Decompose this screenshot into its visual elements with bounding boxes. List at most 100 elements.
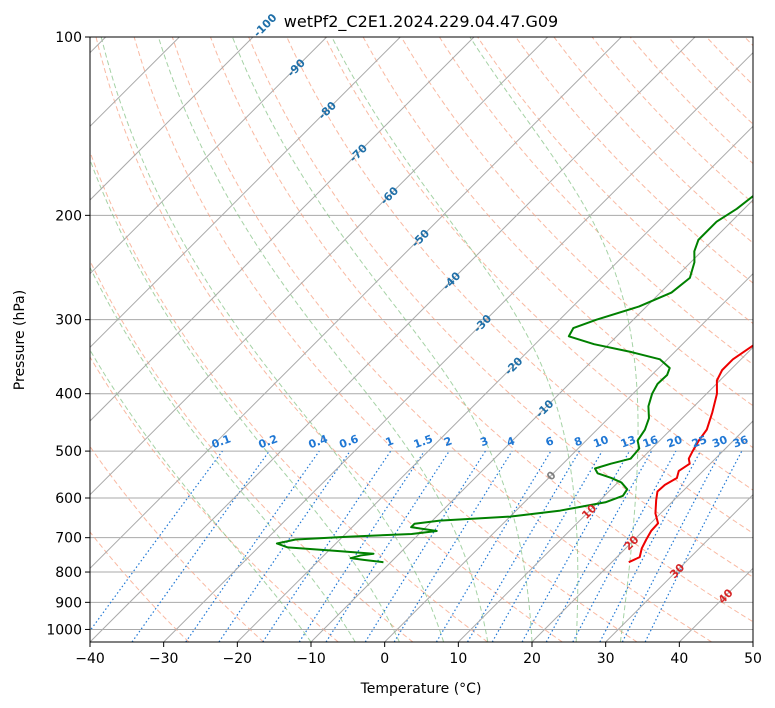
pressure-gridlines: [90, 37, 753, 630]
isotherm-line: [310, 199, 753, 642]
dry-adiabat-line: [90, 259, 414, 642]
mixing-ratio-label: 0.2: [257, 432, 280, 451]
dry-adiabat-line: [553, 37, 753, 244]
x-tick-label: −30: [149, 651, 179, 667]
isotherm-line: [457, 346, 753, 642]
mixing-ratio-line: [435, 450, 552, 642]
x-tick-label: −20: [223, 651, 253, 667]
mixing-ratio-label: 8: [572, 434, 584, 449]
mixing-ratio-line: [131, 450, 270, 642]
y-tick-label: 400: [55, 387, 82, 403]
isotherm-line: [163, 51, 753, 642]
x-tick-label: 40: [670, 651, 688, 667]
mixing-ratio-label: 13: [619, 433, 638, 450]
mixing-ratio-label: 2: [442, 434, 454, 449]
dry-adiabat-line: [90, 150, 488, 642]
mixing-ratio-label: 4: [505, 434, 517, 449]
isotherm-line: [605, 493, 753, 642]
mixing-ratio-label: 20: [665, 433, 684, 451]
mixing-ratio-line: [572, 450, 677, 642]
dry-adiabats: [90, 37, 753, 642]
mixing-ratio-line: [466, 450, 580, 642]
y-tick-label: 600: [55, 491, 82, 507]
mixing-ratio-label: 36: [731, 433, 750, 451]
isotherm-line: [384, 272, 753, 642]
isotherm-line: [236, 125, 753, 642]
dewpoint-profile-line: [275, 194, 753, 564]
y-axis-ticks: 100 200 300 400 500 600 700 800 900 1000: [46, 30, 90, 638]
isotherms: [90, 37, 753, 642]
chart-title: wetPf2_C2E1.2024.229.04.47.G09: [284, 12, 558, 32]
dry-adiabat-line: [90, 531, 190, 642]
mixing-ratio-line: [491, 450, 603, 642]
mixing-ratio-label: 6: [544, 434, 556, 449]
isotherm-line: [531, 420, 753, 642]
plot-area: [90, 37, 753, 642]
isotherm-line: [90, 37, 696, 642]
y-tick-label: 200: [55, 208, 82, 224]
x-tick-label: 20: [523, 651, 541, 667]
isotherm-line: [90, 37, 254, 201]
dry-adiabat-line: [400, 37, 753, 407]
mixing-ratio-label: 1: [384, 434, 396, 449]
y-tick-label: 700: [55, 531, 82, 547]
mixing-ratio-line: [393, 450, 513, 642]
mixing-ratio-label: 1.5: [412, 432, 435, 451]
mixing-ratio-label: 0.4: [307, 432, 330, 451]
isotherm-line: [90, 37, 401, 349]
mixing-ratio-line: [364, 450, 486, 642]
moist-adiabat-line: [469, 37, 639, 642]
mixing-ratio-line: [185, 450, 320, 642]
mixing-ratio-line: [218, 450, 351, 642]
temperature-profile-line: [628, 344, 753, 564]
mixing-ratio-lines: [90, 450, 743, 642]
dry-adiabat-line: [591, 37, 753, 204]
moist-adiabat-line: [157, 37, 489, 642]
isotherm-line: [90, 37, 328, 275]
plot-frame: [89, 36, 754, 643]
x-tick-label: 10: [449, 651, 467, 667]
y-tick-label: 1000: [46, 622, 82, 638]
y-tick-label: 800: [55, 565, 82, 581]
y-tick-label: 100: [55, 30, 82, 46]
x-axis-ticks: −40 −30 −20 −10 0 10 20 30 40 50: [75, 642, 762, 667]
moist-adiabat-line: [100, 37, 445, 642]
mixing-ratio-label: 0.6: [338, 432, 361, 451]
x-tick-label: −40: [75, 651, 105, 667]
mixing-ratio-line: [521, 450, 631, 642]
mixing-ratio-line: [325, 450, 450, 642]
moist-adiabat-line: [331, 37, 579, 642]
dry-adiabat-line: [133, 37, 638, 642]
dry-adiabat-line: [248, 37, 753, 578]
x-tick-label: 50: [744, 651, 762, 667]
mixing-ratio-line: [90, 450, 223, 632]
isotherm-line: [90, 37, 475, 422]
isotherm-line: [90, 37, 622, 570]
dry-adiabat-line: [439, 37, 753, 366]
mixing-ratio-label: 25: [690, 433, 709, 450]
isotherm-line: [90, 37, 549, 496]
mixing-ratio-label: 30: [710, 433, 729, 451]
mixing-ratio-label: 0.1: [210, 432, 233, 451]
dry-adiabat-line: [477, 37, 753, 325]
mixing-ratio-label: 3: [478, 434, 490, 449]
y-axis-label: Pressure (hPa): [12, 290, 28, 390]
dry-adiabat-line: [286, 37, 753, 534]
x-tick-label: 0: [380, 651, 389, 667]
mixing-ratio-label: 10: [592, 433, 611, 451]
moist-adiabat-line: [90, 266, 356, 642]
y-tick-label: 500: [55, 444, 82, 460]
dry-adiabat-line: [324, 37, 753, 491]
dry-adiabat-line: [95, 37, 563, 642]
mixing-ratio-label: 16: [641, 433, 660, 451]
y-tick-label: 300: [55, 313, 82, 329]
dry-adiabat-line: [210, 37, 753, 623]
moist-adiabat-line: [90, 158, 400, 642]
x-axis-label: Temperature (°C): [360, 681, 482, 697]
x-tick-label: −10: [296, 651, 326, 667]
dry-adiabat-line: [171, 37, 712, 642]
moist-adiabat-line: [231, 37, 533, 642]
x-tick-label: 30: [597, 651, 615, 667]
